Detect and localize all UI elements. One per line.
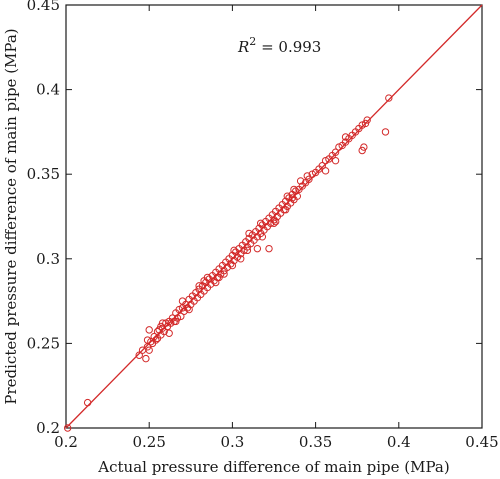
axis-tick-labels: 0.2 0.25 0.3 0.35 0.4 0.45 0.2 0.25 0.3 0.35 0.4 0.… <box>27 0 499 451</box>
r-squared-base: R <box>237 38 249 56</box>
data-point <box>321 167 330 175</box>
data-point <box>178 297 187 305</box>
x-tick-label: 0.2 <box>54 433 78 451</box>
data-point <box>195 282 203 290</box>
data-point <box>361 119 370 128</box>
data-point <box>228 261 237 270</box>
data-point <box>341 133 350 141</box>
y-tick-label: 0.45 <box>27 0 60 14</box>
x-tick-label: 0.35 <box>299 433 332 451</box>
y-axis-label: Predicted pressure difference of main pi… <box>2 28 20 404</box>
data-point <box>142 354 150 363</box>
data-point <box>258 233 267 241</box>
data-point <box>283 192 292 200</box>
data-point <box>135 351 143 359</box>
x-tick-label: 0.25 <box>132 433 165 451</box>
data-point <box>265 244 273 253</box>
data-point <box>230 246 238 255</box>
data-point <box>212 278 220 287</box>
x-tick-label: 0.3 <box>220 433 244 451</box>
data-point <box>290 185 298 194</box>
data-point <box>303 172 311 180</box>
data-point <box>157 322 165 331</box>
data-point <box>200 277 208 285</box>
data-point <box>270 219 278 227</box>
data-point <box>385 94 393 102</box>
data-point <box>237 255 245 263</box>
y-tick-label: 0.2 <box>36 419 60 437</box>
data-point <box>358 146 366 155</box>
data-point <box>83 398 92 407</box>
r-squared-sup: 2 <box>249 35 256 48</box>
data-point <box>185 305 193 314</box>
data-point <box>318 162 326 170</box>
data-point <box>143 336 152 344</box>
data-point <box>271 217 280 226</box>
data-point <box>152 336 160 344</box>
axis-ticks <box>65 4 483 429</box>
data-point <box>158 319 167 327</box>
plot-frame <box>65 4 483 429</box>
x-tick-label: 0.45 <box>465 433 498 451</box>
data-point <box>172 317 180 326</box>
data-point <box>331 148 340 156</box>
data-point <box>160 327 168 336</box>
data-point <box>281 206 290 214</box>
data-point <box>215 273 223 282</box>
data-points <box>63 94 393 432</box>
data-point <box>243 246 252 255</box>
data-point <box>145 346 153 354</box>
data-point <box>256 219 265 227</box>
y-tick-label: 0.4 <box>36 81 60 99</box>
x-tick-label: 0.4 <box>387 433 411 451</box>
y-tick-label: 0.3 <box>36 250 60 268</box>
data-point <box>177 312 185 321</box>
data-point <box>220 270 228 278</box>
y-tick-label: 0.35 <box>27 165 60 183</box>
y-tick-label: 0.25 <box>27 334 60 352</box>
data-point <box>145 326 153 334</box>
data-point <box>305 175 313 183</box>
data-point <box>381 128 390 136</box>
data-point <box>360 143 368 151</box>
data-point <box>331 156 340 165</box>
data-point <box>288 194 297 202</box>
data-point <box>63 424 72 432</box>
r-squared-annotation: R2 = 0.993 <box>237 35 321 56</box>
data-point <box>165 329 173 337</box>
data-point <box>245 229 253 238</box>
data-point <box>296 177 305 185</box>
x-axis-label: Actual pressure difference of main pipe … <box>97 458 449 476</box>
data-point <box>363 116 371 124</box>
data-point <box>158 324 167 332</box>
r-squared-value: = 0.993 <box>256 38 321 56</box>
data-point <box>293 192 301 200</box>
data-point <box>253 244 262 253</box>
